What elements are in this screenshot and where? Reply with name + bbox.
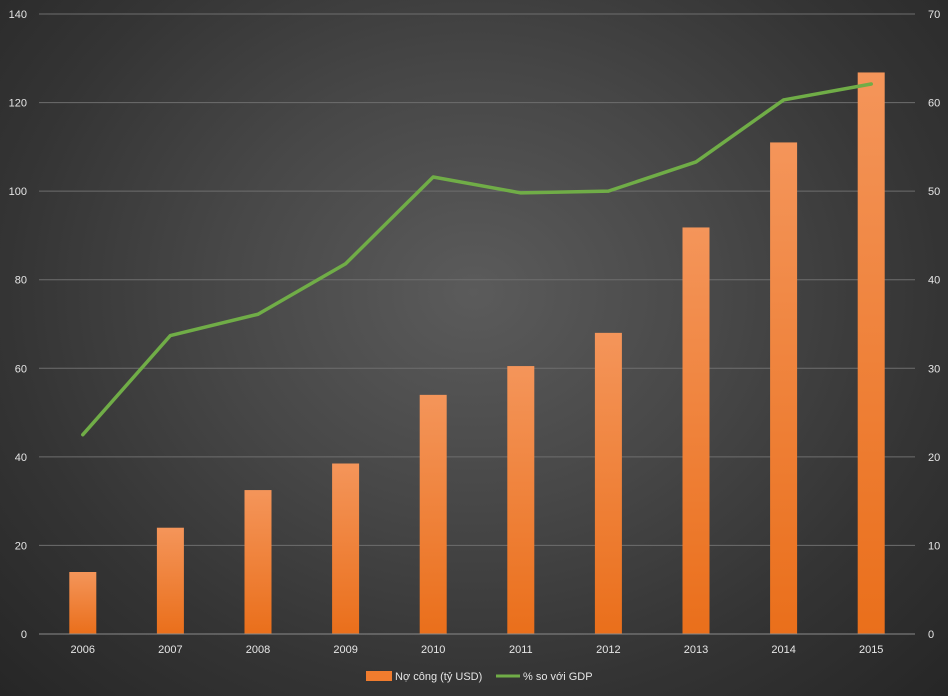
- left-tick-label: 80: [15, 275, 27, 287]
- x-tick-label: 2007: [158, 644, 182, 656]
- line-point-2012: [606, 189, 610, 193]
- right-tick-label: 60: [928, 98, 940, 110]
- left-tick-label: 60: [15, 363, 27, 375]
- x-tick-label: 2013: [684, 644, 708, 656]
- legend-label-bar: Nợ công (tỷ USD): [395, 671, 482, 683]
- x-tick-label: 2006: [71, 644, 95, 656]
- right-tick-label: 30: [928, 363, 940, 375]
- line-point-2009: [344, 262, 348, 266]
- bar-2007: [156, 527, 184, 634]
- bar-2008: [244, 490, 272, 634]
- bar-2010: [419, 394, 447, 634]
- bar-2011: [507, 366, 535, 634]
- legend: Nợ công (tỷ USD) % so với GDP: [366, 671, 593, 683]
- line-point-2014: [782, 98, 786, 102]
- right-y-axis: 0 10 20 30 40 50 60 70: [928, 9, 940, 641]
- left-tick-label: 120: [9, 98, 27, 110]
- line-point-2006: [81, 433, 85, 437]
- x-tick-label: 2011: [509, 644, 533, 656]
- line-point-2015: [869, 82, 873, 86]
- bar-series: [69, 72, 885, 634]
- line-point-2011: [519, 191, 523, 195]
- right-tick-label: 40: [928, 275, 940, 287]
- bar-2006: [69, 572, 97, 634]
- x-tick-label: 2014: [771, 644, 795, 656]
- right-tick-label: 70: [928, 9, 940, 21]
- right-tick-label: 20: [928, 452, 940, 464]
- bar-2009: [332, 463, 360, 634]
- left-tick-label: 20: [15, 540, 27, 552]
- x-tick-label: 2008: [246, 644, 270, 656]
- x-tick-label: 2012: [596, 644, 620, 656]
- left-tick-label: 100: [9, 186, 27, 198]
- x-tick-label: 2010: [421, 644, 445, 656]
- legend-label-line: % so với GDP: [523, 671, 593, 683]
- bar-2012: [594, 332, 622, 634]
- line-point-2013: [694, 160, 698, 164]
- right-tick-label: 50: [928, 186, 940, 198]
- gridlines: [39, 13, 915, 546]
- bar-2013: [682, 227, 710, 634]
- line-point-2008: [256, 312, 260, 316]
- left-tick-label: 40: [15, 452, 27, 464]
- left-tick-label: 140: [9, 9, 27, 21]
- line-series: [81, 82, 873, 437]
- x-tick-label: 2015: [859, 644, 883, 656]
- bar-2014: [770, 142, 798, 634]
- x-tick-label: 2009: [333, 644, 357, 656]
- right-tick-label: 0: [928, 629, 934, 641]
- line-point-2007: [168, 334, 172, 338]
- line-point-2010: [431, 175, 435, 179]
- left-y-axis: 0 20 40 60 80 100 120 140: [9, 9, 27, 641]
- bar-2015: [857, 72, 885, 634]
- right-tick-label: 10: [928, 540, 940, 552]
- line-gdp-percent: [81, 82, 873, 437]
- x-axis: 2006 2007 2008 2009 2010 2011 2012 2013 2014 2015: [39, 633, 915, 656]
- left-tick-label: 0: [21, 629, 27, 641]
- legend-swatch-bar: [366, 671, 392, 681]
